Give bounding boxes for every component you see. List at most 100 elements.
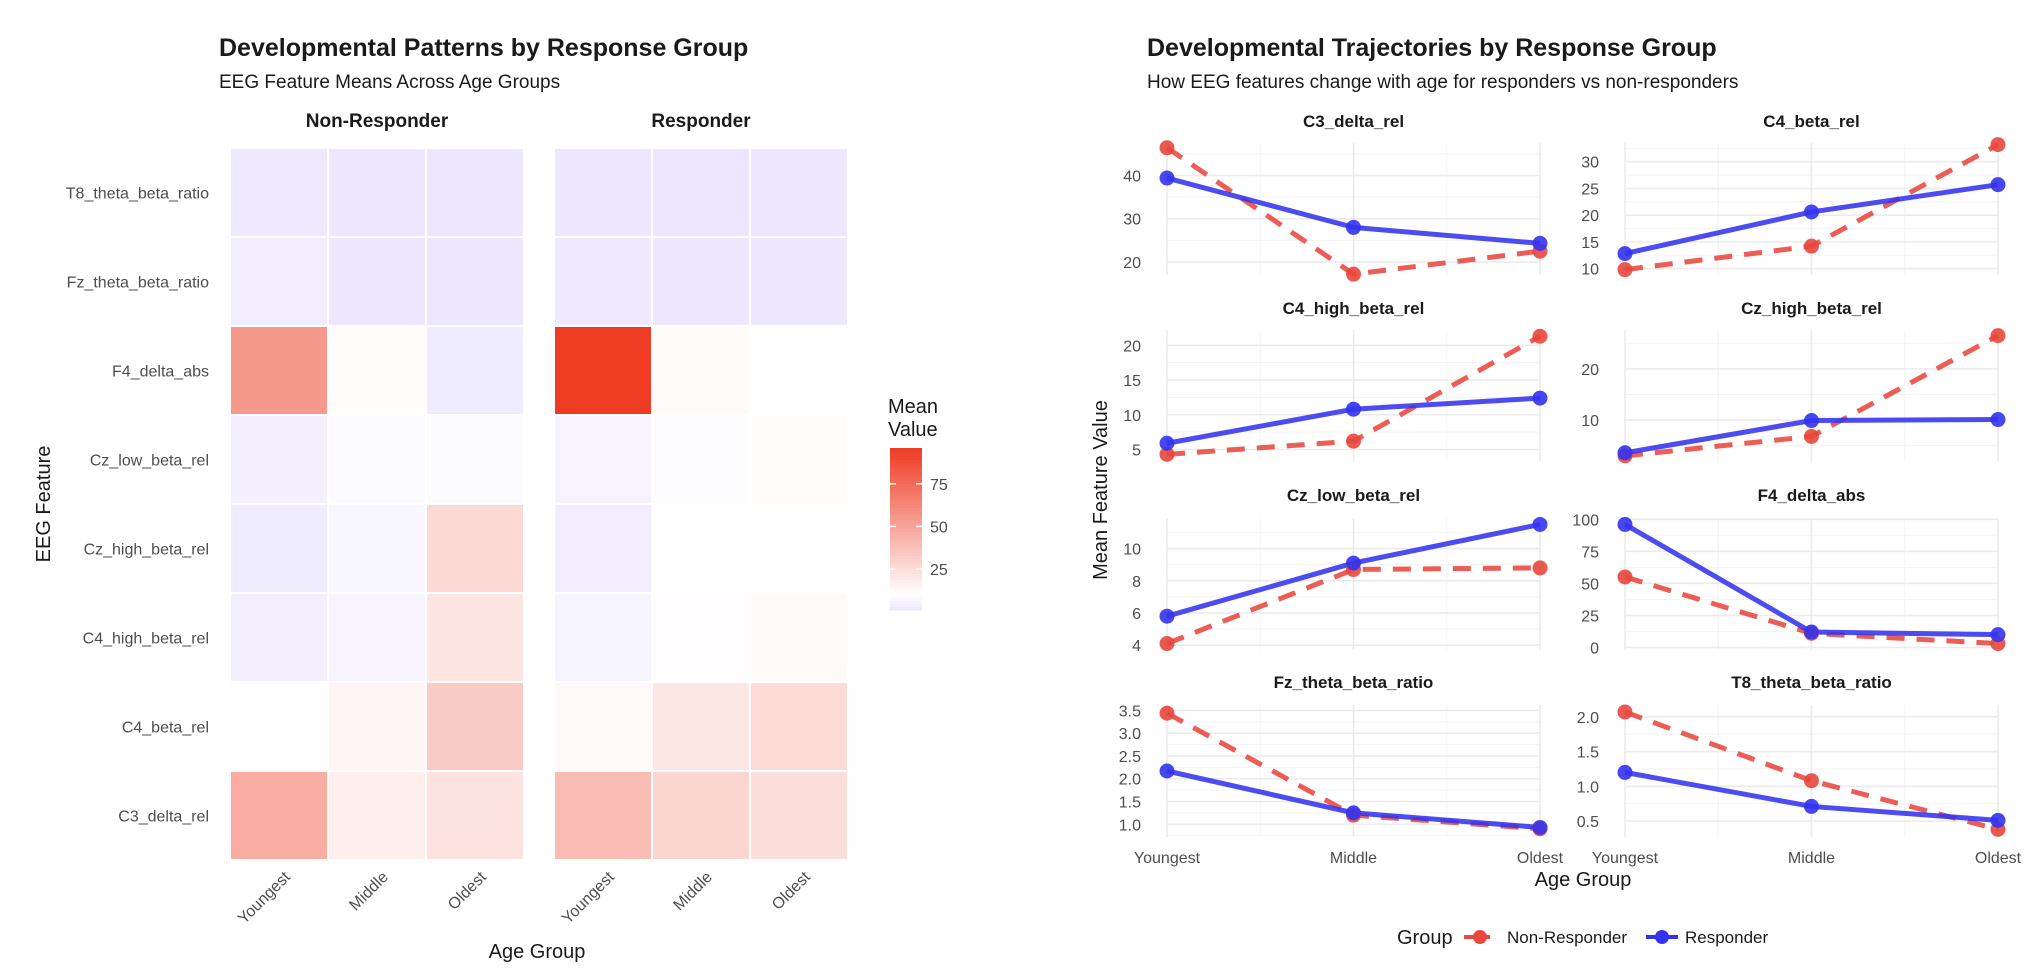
colorbar-segment — [890, 457, 922, 461]
colorbar-segment — [890, 487, 922, 491]
heatmap-x-axis-label: Age Group — [489, 941, 586, 963]
heatmap-cell — [651, 503, 751, 594]
colorbar-segment — [890, 514, 922, 518]
colorbar-segment — [890, 535, 922, 539]
heatmap-cell — [749, 414, 849, 505]
heatmap-cell — [651, 414, 751, 505]
heatmap-cell — [425, 770, 525, 861]
colorbar-segment — [890, 523, 922, 527]
colorbar-segment — [890, 583, 922, 587]
heatmap-y-tick: Fz_theta_beta_ratio — [67, 275, 209, 292]
y-tick-label: 20 — [1123, 255, 1141, 272]
colorbar-segment — [890, 571, 922, 575]
y-tick-label: 1.0 — [1577, 779, 1599, 796]
responder-point — [1159, 435, 1175, 451]
non-responder-point — [1532, 560, 1548, 576]
legend-label-non-responder: Non-Responder — [1507, 928, 1627, 947]
heatmap-y-tick: Cz_low_beta_rel — [90, 453, 209, 470]
y-tick-label: 30 — [1123, 212, 1141, 229]
facet-strip-label: C3_delta_rel — [1303, 112, 1404, 131]
colorbar-segment — [890, 598, 922, 602]
colorbar-segment — [890, 505, 922, 509]
y-tick-label: 4 — [1132, 638, 1141, 655]
heatmap-y-tick: C4_high_beta_rel — [83, 631, 209, 648]
lines-x-axis-label: Age Group — [1535, 869, 1632, 891]
heatmap-cell — [229, 147, 329, 238]
colorbar-segment — [890, 538, 922, 542]
responder-point — [1617, 246, 1633, 262]
heatmap-cell — [749, 681, 849, 772]
responder-point — [1346, 219, 1361, 235]
heatmap-cell — [749, 503, 849, 594]
heatmap-cell — [749, 592, 849, 683]
heatmap-cell — [229, 770, 329, 861]
y-tick-label: 2.5 — [1119, 749, 1141, 766]
colorbar-segment — [890, 466, 922, 470]
colorbar-segment — [890, 490, 922, 494]
y-tick-label: 10 — [1123, 408, 1141, 425]
colorbar-segment — [890, 532, 922, 536]
colorbar-segment — [890, 547, 922, 551]
y-tick-label: 100 — [1572, 512, 1599, 529]
heatmap-cell — [749, 770, 849, 861]
colorbar-segment — [890, 589, 922, 593]
y-tick-label: 15 — [1123, 373, 1141, 390]
non-responder-point — [1617, 262, 1633, 278]
colorbar-segment — [890, 451, 922, 455]
x-tick-label: Middle — [1330, 850, 1377, 867]
heatmap-cell — [651, 236, 751, 327]
colorbar-segment — [890, 478, 922, 482]
heatmap-x-tick: Middle — [670, 869, 715, 914]
responder-point — [1804, 798, 1819, 814]
colorbar-segment — [890, 517, 922, 521]
heatmap-cell — [327, 414, 427, 505]
y-tick-label: 5 — [1132, 442, 1141, 459]
responder-point — [1804, 624, 1819, 640]
responder-point — [1990, 412, 2006, 428]
heatmap-y-tick: F4_delta_abs — [112, 364, 209, 381]
heatmap-cell — [327, 503, 427, 594]
non-responder-point — [1990, 137, 2006, 153]
heatmap-cell — [229, 503, 329, 594]
non-responder-point — [1346, 433, 1361, 449]
colorbar-segment — [890, 496, 922, 500]
colorbar-segment — [890, 520, 922, 524]
lines-subtitle: How EEG features change with age for res… — [1147, 72, 1738, 93]
legend-label-responder: Responder — [1685, 928, 1769, 947]
y-tick-label: 0.5 — [1577, 814, 1599, 831]
heatmap-cell — [327, 325, 427, 416]
colorbar-segment — [890, 460, 922, 464]
heatmap-cell — [327, 236, 427, 327]
y-tick-label: 1.0 — [1119, 817, 1141, 834]
responder-point — [1990, 627, 2006, 643]
heatmap-cell — [229, 325, 329, 416]
colorbar-segment — [890, 463, 922, 467]
colorbar-segment — [890, 568, 922, 572]
colorbar-segment — [890, 481, 922, 485]
heatmap-y-axis-label: EEG Feature — [33, 446, 55, 563]
responder-point — [1159, 608, 1175, 624]
facet-strip-label: Cz_low_beta_rel — [1287, 486, 1420, 505]
legend-title: Group — [1397, 927, 1453, 949]
heatmap-cell — [553, 147, 653, 238]
colorbar-segment — [890, 592, 922, 596]
colorbar-segment — [890, 484, 922, 488]
facet-strip-label: F4_delta_abs — [1758, 486, 1866, 505]
facet-strip-label: T8_theta_beta_ratio — [1731, 673, 1892, 692]
colorbar-segment — [890, 559, 922, 563]
x-tick-label: Middle — [1788, 850, 1835, 867]
colorbar-tick-label: 75 — [930, 477, 948, 494]
y-tick-label: 20 — [1123, 338, 1141, 355]
non-responder-point — [1804, 238, 1819, 254]
colorbar-segment — [890, 493, 922, 497]
heatmap-y-tick: Cz_high_beta_rel — [84, 542, 209, 559]
heatmap-cell — [327, 592, 427, 683]
responder-point — [1346, 401, 1361, 417]
heatmap-cell — [229, 592, 329, 683]
colorbar-segment — [890, 562, 922, 566]
responder-point — [1532, 235, 1548, 251]
heatmap-cell — [651, 681, 751, 772]
x-tick-label: Youngest — [1592, 850, 1659, 867]
lines-title: Developmental Trajectories by Response G… — [1147, 34, 1717, 62]
y-tick-label: 25 — [1581, 181, 1599, 198]
